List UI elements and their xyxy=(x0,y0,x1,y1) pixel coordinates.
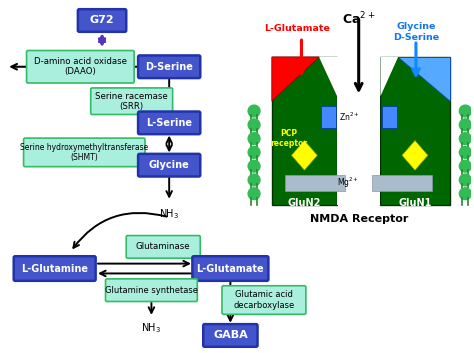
Circle shape xyxy=(459,160,471,172)
Polygon shape xyxy=(398,57,449,101)
Text: Mg$^{2+}$: Mg$^{2+}$ xyxy=(337,176,359,190)
Text: L-Glutamate: L-Glutamate xyxy=(264,24,330,34)
Text: Serine racemase
(SRR): Serine racemase (SRR) xyxy=(95,91,168,111)
FancyBboxPatch shape xyxy=(14,256,96,281)
Circle shape xyxy=(459,119,471,131)
Text: GABA: GABA xyxy=(213,330,248,340)
Text: GluN2: GluN2 xyxy=(288,198,321,208)
FancyBboxPatch shape xyxy=(138,112,201,134)
FancyBboxPatch shape xyxy=(126,235,201,258)
Polygon shape xyxy=(337,57,381,204)
FancyBboxPatch shape xyxy=(27,50,134,83)
FancyBboxPatch shape xyxy=(285,174,346,191)
Text: Zn$^{2+}$: Zn$^{2+}$ xyxy=(339,111,359,123)
Text: NMDA Receptor: NMDA Receptor xyxy=(310,214,408,225)
FancyBboxPatch shape xyxy=(138,154,201,176)
Text: Glutaminase: Glutaminase xyxy=(136,243,191,251)
Polygon shape xyxy=(319,57,337,96)
Circle shape xyxy=(459,174,471,186)
Circle shape xyxy=(459,146,471,158)
FancyBboxPatch shape xyxy=(321,106,336,128)
Circle shape xyxy=(248,174,260,186)
FancyBboxPatch shape xyxy=(106,279,197,301)
Circle shape xyxy=(459,105,471,117)
Text: Serine hydroxymethyltransferase
(SHMT): Serine hydroxymethyltransferase (SHMT) xyxy=(20,143,148,162)
Text: NH$_3$: NH$_3$ xyxy=(141,322,162,335)
Polygon shape xyxy=(381,57,398,96)
Text: L-Glutamine: L-Glutamine xyxy=(21,264,88,274)
FancyBboxPatch shape xyxy=(78,9,126,32)
Circle shape xyxy=(248,105,260,117)
Text: Ca$^{2+}$: Ca$^{2+}$ xyxy=(342,11,375,27)
Circle shape xyxy=(248,119,260,131)
Text: L-Glutamate: L-Glutamate xyxy=(197,264,264,274)
Text: PCP
receptor: PCP receptor xyxy=(270,129,307,148)
FancyBboxPatch shape xyxy=(382,106,397,128)
Circle shape xyxy=(459,188,471,200)
Text: Glutamic acid
decarboxylase: Glutamic acid decarboxylase xyxy=(233,290,294,310)
Circle shape xyxy=(248,146,260,158)
FancyBboxPatch shape xyxy=(138,55,201,78)
Text: Glycine
D-Serine: Glycine D-Serine xyxy=(393,23,439,42)
FancyBboxPatch shape xyxy=(24,138,145,167)
Polygon shape xyxy=(381,57,449,204)
Text: L-Serine: L-Serine xyxy=(146,118,192,128)
FancyBboxPatch shape xyxy=(203,324,257,347)
FancyBboxPatch shape xyxy=(222,286,306,314)
FancyBboxPatch shape xyxy=(91,88,173,114)
Circle shape xyxy=(248,160,260,172)
Text: Glycine: Glycine xyxy=(149,160,190,170)
Text: G72: G72 xyxy=(90,16,114,25)
Text: D-amino acid oxidase
(DAAO): D-amino acid oxidase (DAAO) xyxy=(34,57,127,77)
Text: NH$_3$: NH$_3$ xyxy=(159,208,179,221)
Polygon shape xyxy=(292,140,317,170)
Text: Glutamine synthetase: Glutamine synthetase xyxy=(105,286,198,295)
Circle shape xyxy=(248,188,260,200)
Polygon shape xyxy=(402,140,428,170)
FancyBboxPatch shape xyxy=(192,256,268,281)
Text: GluN1: GluN1 xyxy=(398,198,432,208)
Circle shape xyxy=(248,133,260,144)
FancyBboxPatch shape xyxy=(372,174,432,191)
Circle shape xyxy=(459,133,471,144)
Polygon shape xyxy=(272,57,319,101)
Text: D-Serine: D-Serine xyxy=(145,62,193,72)
Polygon shape xyxy=(272,57,337,204)
